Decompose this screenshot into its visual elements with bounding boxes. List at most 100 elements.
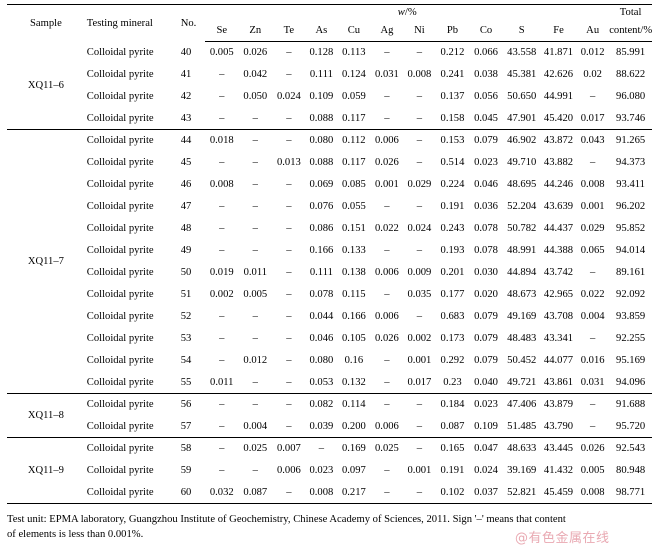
element-value: – (384, 355, 390, 366)
element-value: 0.025 (375, 443, 399, 455)
total-value: 94.014 (616, 245, 646, 256)
element-value: – (252, 399, 258, 411)
element-value: 0.020 (474, 289, 498, 300)
sample-id: XQ11–9 (7, 437, 85, 504)
element-value: – (416, 443, 423, 455)
table-row: Colloidal pyrite 47 – – – 0.076 0.055 – – 0.191 0.… (7, 196, 652, 218)
unit-symbol: w (397, 6, 405, 18)
element-value: 0.029 (407, 179, 432, 190)
element-value: 0.514 (440, 157, 465, 168)
element-value: 0.026 (243, 47, 268, 59)
total-header-line2: content/% (609, 19, 652, 42)
element-value: 48.483 (507, 333, 537, 344)
element-value: 0.026 (375, 157, 399, 168)
element-value: 43.882 (543, 157, 574, 168)
total-value: 92.255 (616, 333, 646, 344)
element-value: 0.006 (276, 465, 301, 476)
element-header: Se (205, 19, 239, 42)
element-value: 0.137 (440, 91, 465, 102)
table-row: XQ11–6 Colloidal pyrite 40 0.005 0.026 – 0.128… (7, 41, 652, 130)
element-value: 44.991 (543, 91, 574, 102)
sample-number: 58 (180, 443, 192, 455)
element-value: 0.23 (435, 371, 470, 394)
total-value: 92.543 (616, 443, 646, 455)
element-value: 0.184 (440, 399, 465, 411)
element-value: 0.105 (341, 333, 366, 344)
epma-results-table: Sample Testing mineral No. w/% Total Se Z… (7, 4, 652, 504)
element-value: 42.626 (543, 69, 574, 80)
total-value: 95.169 (616, 355, 646, 366)
element-value: – (590, 333, 596, 344)
element-value: 0.032 (205, 481, 239, 504)
element-value: 0.039 (305, 415, 338, 438)
element-header: Au (576, 19, 610, 42)
element-value: 0.177 (440, 289, 465, 300)
element-value: 44.437 (543, 223, 574, 234)
no-header: No. (180, 17, 197, 29)
element-value: 50.452 (507, 355, 537, 366)
element-value: 0.065 (580, 245, 605, 256)
total-value: 94.373 (616, 157, 646, 168)
element-value: 0.124 (341, 69, 366, 80)
element-value: 50.650 (507, 91, 537, 102)
total-value: 94.096 (609, 371, 652, 394)
mineral-name: Colloidal pyrite (86, 267, 154, 278)
element-value: 0.166 (309, 245, 334, 256)
element-value: 0.008 (305, 481, 338, 504)
element-value: – (252, 179, 258, 190)
element-value: – (205, 415, 239, 438)
element-value: 0.035 (407, 289, 432, 300)
element-value: 0.001 (407, 355, 432, 366)
element-value: 0.005 (580, 465, 605, 476)
element-value: 43.341 (543, 333, 574, 344)
element-value: – (219, 223, 225, 234)
element-header: Ni (403, 19, 436, 42)
element-value: – (403, 481, 436, 504)
element-value: – (384, 399, 390, 411)
element-value: 0.102 (435, 481, 470, 504)
element-value: – (272, 481, 306, 504)
sample-number: 48 (180, 223, 192, 234)
element-value: 0.087 (435, 415, 470, 438)
element-value: 43.445 (543, 443, 574, 455)
element-value: – (238, 371, 273, 394)
element-value: – (219, 245, 225, 256)
element-value: 0.153 (440, 135, 465, 147)
element-value: 0.151 (341, 223, 366, 234)
element-value: 0.097 (341, 465, 366, 476)
element-value: 0.133 (341, 245, 366, 256)
sample-number: 51 (180, 289, 192, 300)
table-row: Colloidal pyrite 55 0.011– –0.053 0.132–0.01… (7, 371, 652, 394)
mineral-name: Colloidal pyrite (86, 157, 154, 168)
element-value: 46.902 (507, 135, 537, 147)
element-value: – (384, 289, 390, 300)
element-value: – (252, 201, 258, 212)
element-value: 0.117 (342, 157, 366, 168)
element-value: 0.029 (580, 223, 605, 234)
element-value: 0.011 (243, 267, 268, 278)
table-row: Colloidal pyrite 53 – – – 0.046 0.105 0.026 0.00… (7, 328, 652, 350)
mineral-name: Colloidal pyrite (86, 91, 154, 102)
sample-number: 46 (180, 179, 192, 190)
element-value: 44.388 (543, 245, 574, 256)
total-value: 96.080 (616, 91, 646, 102)
element-value: – (219, 311, 225, 322)
element-value: – (272, 371, 306, 394)
element-value: – (286, 179, 292, 190)
mineral-name: Colloidal pyrite (86, 179, 154, 190)
sample-number: 47 (180, 201, 192, 212)
element-value: 0.158 (435, 107, 470, 130)
element-value: 0.138 (341, 267, 366, 278)
element-value: 0.111 (309, 267, 333, 278)
mineral-name: Colloidal pyrite (84, 415, 181, 438)
table-row: Colloidal pyrite 51 0.002 0.005 – 0.078 0.115 –… (7, 284, 652, 306)
element-value: – (416, 311, 423, 322)
element-value: – (370, 371, 404, 394)
sample-id: XQ11–7 (7, 129, 85, 394)
element-value: 0.019 (209, 267, 234, 278)
element-value: – (286, 355, 292, 366)
mineral-name: Colloidal pyrite (86, 69, 154, 80)
element-value: 0.193 (440, 245, 465, 256)
element-value: – (219, 157, 225, 168)
element-value: 0.001 (375, 179, 399, 190)
